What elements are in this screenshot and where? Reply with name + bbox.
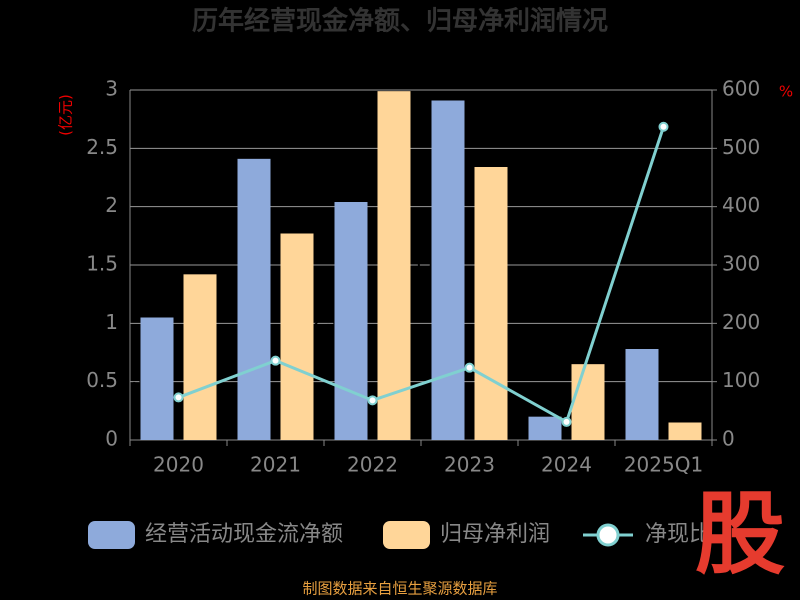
bar (625, 349, 659, 440)
legend-label: 经营活动现金流净额 (145, 522, 343, 547)
x-tick-label: 2021 (250, 453, 301, 477)
watermark: 股 (695, 482, 785, 587)
line-point (173, 392, 184, 403)
line (177, 126, 665, 425)
y2-tick-label: 600 (722, 77, 760, 101)
bar (668, 422, 702, 440)
y-tick-label: 3 (105, 77, 118, 101)
x-tick-label: 2025Q1 (624, 453, 703, 477)
y-axis-label: (亿元) (57, 94, 75, 136)
bar (571, 364, 605, 440)
line-point (270, 355, 281, 366)
x-tick-label: 2020 (153, 453, 204, 477)
y-tick-label: 2 (105, 193, 118, 217)
y2-tick-label: 100 (722, 368, 760, 392)
legend-label: 净现比 (645, 522, 711, 547)
y2-axis-label: % (779, 83, 793, 101)
bar (183, 274, 217, 440)
legend-swatch (596, 523, 620, 547)
chart-title: 历年经营现金净额、归母净利润情况 (192, 6, 608, 37)
y-tick-label: 1 (105, 310, 118, 334)
legend-swatch (383, 521, 430, 549)
line-point (561, 416, 572, 427)
x-tick-label: 2022 (347, 453, 398, 477)
source-note: 制图数据来自恒生聚源数据库 (302, 580, 497, 598)
bar (334, 202, 368, 440)
bar (431, 100, 465, 440)
legend-label: 归母净利润 (440, 522, 550, 547)
line-point (658, 121, 669, 132)
line-point (367, 395, 378, 406)
y-tick-label: 2.5 (86, 135, 118, 159)
bar (474, 167, 508, 440)
y2-tick-label: 500 (722, 135, 760, 159)
y2-tick-label: 400 (722, 193, 760, 217)
bar (280, 233, 314, 440)
y-tick-label: 0.5 (86, 368, 118, 392)
y2-tick-label: 200 (722, 310, 760, 334)
x-tick-label: 2024 (541, 453, 592, 477)
line-point (464, 362, 475, 373)
legend-swatch (88, 521, 135, 549)
y2-tick-label: 0 (722, 427, 735, 451)
bar (528, 416, 562, 440)
y2-tick-label: 300 (722, 252, 760, 276)
bar (140, 317, 174, 440)
x-tick-label: 2023 (444, 453, 495, 477)
y-tick-label: 0 (105, 427, 118, 451)
y-tick-label: 1.5 (86, 252, 118, 276)
bar (237, 158, 271, 441)
bar (377, 91, 411, 441)
